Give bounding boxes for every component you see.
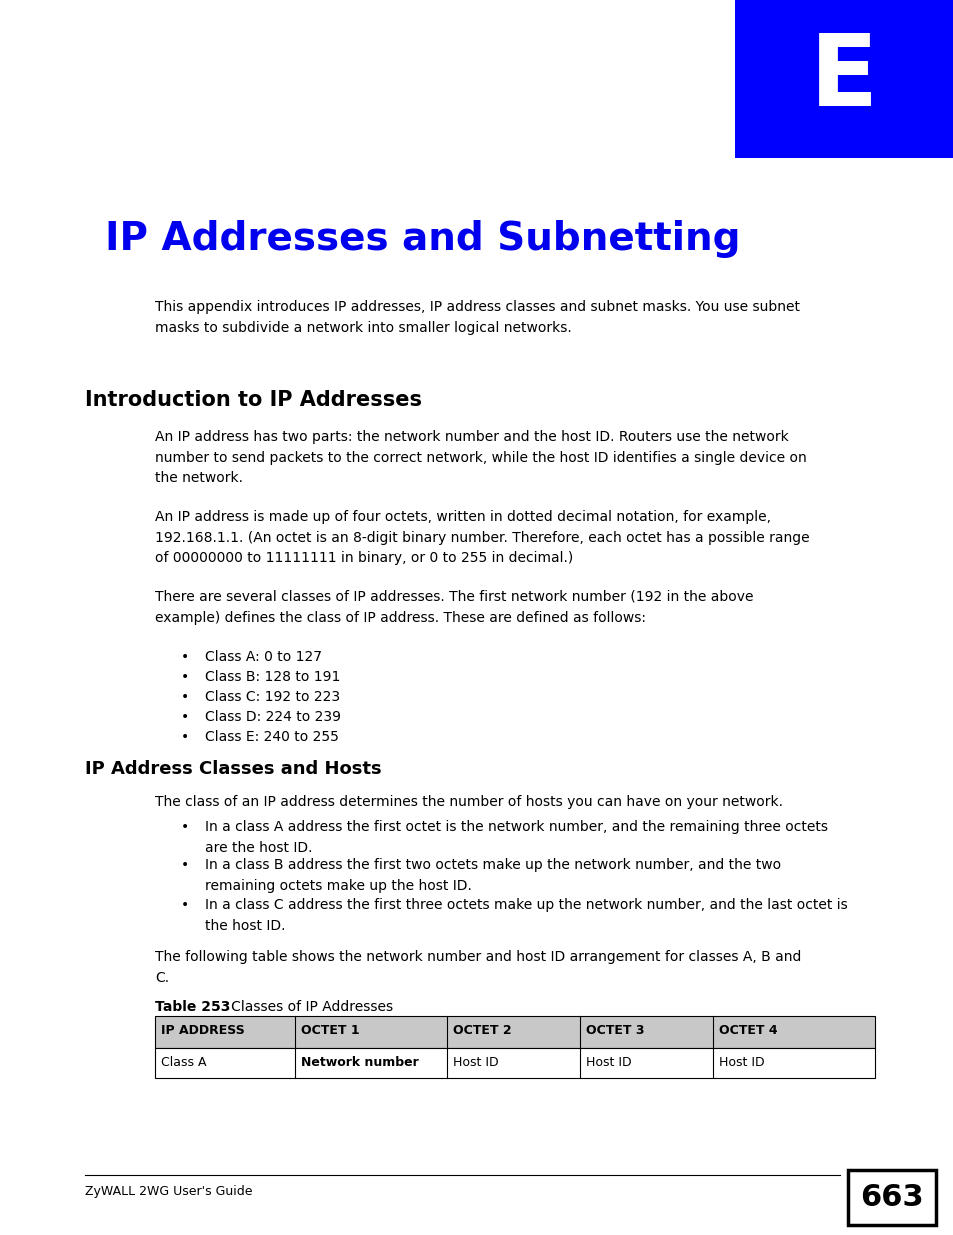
Text: Host ID: Host ID bbox=[452, 1056, 497, 1070]
Text: Introduction to IP Addresses: Introduction to IP Addresses bbox=[85, 390, 421, 410]
Text: An IP address is made up of four octets, written in dotted decimal notation, for: An IP address is made up of four octets,… bbox=[154, 510, 809, 566]
Text: •: • bbox=[181, 898, 189, 911]
Bar bbox=[154, 1016, 874, 1049]
Text: An IP address has two parts: the network number and the host ID. Routers use the: An IP address has two parts: the network… bbox=[154, 430, 806, 485]
Text: IP Addresses and Subnetting: IP Addresses and Subnetting bbox=[105, 220, 740, 258]
Text: •: • bbox=[181, 710, 189, 724]
Bar bbox=[154, 1049, 874, 1078]
Text: IP ADDRESS: IP ADDRESS bbox=[161, 1024, 245, 1037]
Text: There are several classes of IP addresses. The first network number (192 in the : There are several classes of IP addresse… bbox=[154, 590, 753, 625]
Text: Network number: Network number bbox=[301, 1056, 418, 1070]
Text: Class C: 192 to 223: Class C: 192 to 223 bbox=[205, 690, 340, 704]
Text: Class E: 240 to 255: Class E: 240 to 255 bbox=[205, 730, 338, 743]
Text: This appendix introduces IP addresses, IP address classes and subnet masks. You : This appendix introduces IP addresses, I… bbox=[154, 300, 800, 335]
Text: •: • bbox=[181, 650, 189, 664]
Text: Class D: 224 to 239: Class D: 224 to 239 bbox=[205, 710, 340, 724]
Text: •: • bbox=[181, 690, 189, 704]
Text: 663: 663 bbox=[860, 1183, 923, 1212]
Text: E: E bbox=[809, 31, 878, 127]
Text: Host ID: Host ID bbox=[585, 1056, 631, 1070]
Text: IP Address Classes and Hosts: IP Address Classes and Hosts bbox=[85, 760, 381, 778]
Text: Class A: 0 to 127: Class A: 0 to 127 bbox=[205, 650, 322, 664]
Text: Table 253: Table 253 bbox=[154, 1000, 230, 1014]
Text: The following table shows the network number and host ID arrangement for classes: The following table shows the network nu… bbox=[154, 950, 801, 984]
Text: Class A: Class A bbox=[161, 1056, 206, 1070]
Text: ZyWALL 2WG User's Guide: ZyWALL 2WG User's Guide bbox=[85, 1186, 253, 1198]
Text: The class of an IP address determines the number of hosts you can have on your n: The class of an IP address determines th… bbox=[154, 795, 782, 809]
Text: OCTET 1: OCTET 1 bbox=[301, 1024, 359, 1037]
Text: In a class B address the first two octets make up the network number, and the tw: In a class B address the first two octet… bbox=[205, 858, 781, 893]
Text: OCTET 2: OCTET 2 bbox=[452, 1024, 511, 1037]
Text: Host ID: Host ID bbox=[719, 1056, 763, 1070]
Text: •: • bbox=[181, 858, 189, 872]
Text: Classes of IP Addresses: Classes of IP Addresses bbox=[218, 1000, 393, 1014]
Text: Class B: 128 to 191: Class B: 128 to 191 bbox=[205, 671, 340, 684]
Bar bbox=[734, 0, 953, 158]
Text: In a class A address the first octet is the network number, and the remaining th: In a class A address the first octet is … bbox=[205, 820, 827, 855]
Text: OCTET 3: OCTET 3 bbox=[585, 1024, 643, 1037]
Text: •: • bbox=[181, 671, 189, 684]
Text: OCTET 4: OCTET 4 bbox=[719, 1024, 777, 1037]
Text: •: • bbox=[181, 820, 189, 834]
Text: In a class C address the first three octets make up the network number, and the : In a class C address the first three oct… bbox=[205, 898, 847, 932]
Bar bbox=[847, 1170, 935, 1225]
Text: •: • bbox=[181, 730, 189, 743]
